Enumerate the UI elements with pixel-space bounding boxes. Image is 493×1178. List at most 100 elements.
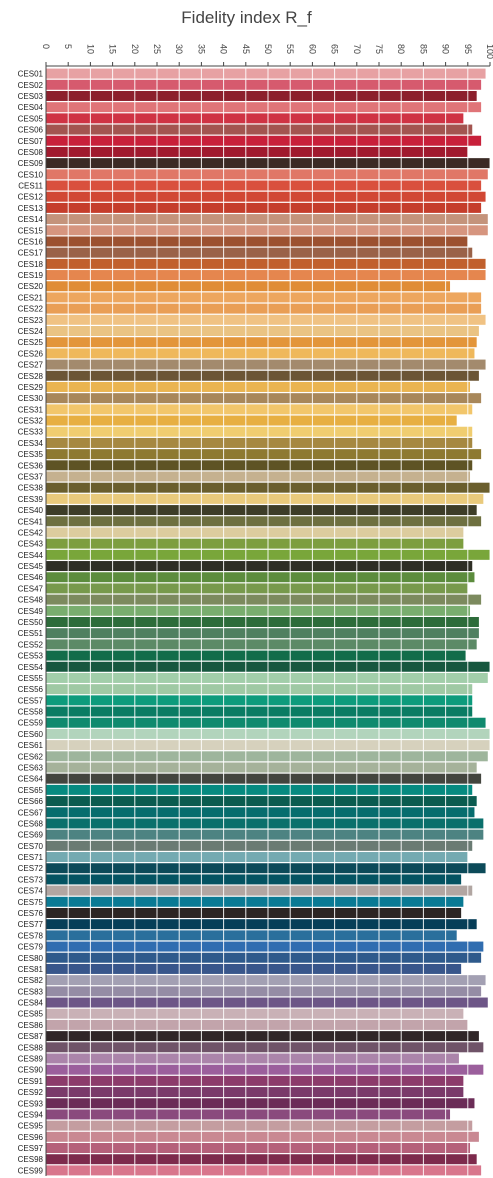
category-label: CES51 [18, 629, 44, 638]
category-label: CES59 [18, 719, 44, 728]
bar-ces75 [46, 896, 464, 907]
x-tick-label: 40 [219, 44, 229, 54]
category-label: CES69 [18, 831, 44, 840]
bar-ces47 [46, 583, 468, 594]
bar-ces23 [46, 314, 486, 325]
bar-ces96 [46, 1131, 479, 1142]
category-label: CES58 [18, 708, 44, 717]
category-label: CES15 [18, 226, 44, 235]
bar-ces98 [46, 1154, 477, 1165]
x-tick-label: 95 [463, 44, 473, 54]
category-label: CES45 [18, 562, 44, 571]
category-label: CES50 [18, 618, 44, 627]
bar-ces77 [46, 919, 477, 930]
bar-ces13 [46, 202, 482, 213]
bar-ces81 [46, 963, 462, 974]
category-label: CES12 [18, 193, 44, 202]
category-label: CES37 [18, 473, 44, 482]
category-label: CES83 [18, 987, 44, 996]
bar-ces69 [46, 829, 484, 840]
bar-ces79 [46, 941, 484, 952]
category-label: CES67 [18, 808, 44, 817]
bar-ces45 [46, 561, 473, 572]
bar-ces78 [46, 930, 457, 941]
category-label: CES16 [18, 237, 44, 246]
bar-ces46 [46, 572, 475, 583]
x-axis-ticks: 0 5 10 15 20 25 30 35 40 45 50 55 60 65 70 75 80 85 90 95 10… [41, 44, 493, 1176]
category-label: CES02 [18, 81, 44, 90]
category-label: CES40 [18, 506, 44, 515]
category-label: CES03 [18, 92, 44, 101]
bar-ces15 [46, 225, 488, 236]
bar-ces43 [46, 538, 464, 549]
bar-ces29 [46, 381, 471, 392]
category-label: CES89 [18, 1054, 44, 1063]
category-label: CES92 [18, 1088, 44, 1097]
bar-ces58 [46, 706, 473, 717]
bar-ces37 [46, 471, 471, 482]
bar-ces50 [46, 617, 479, 627]
category-label: CES55 [18, 674, 44, 683]
category-label: CES77 [18, 920, 44, 929]
category-label: CES18 [18, 260, 44, 269]
x-tick-label: 0 [41, 44, 51, 49]
x-tick-label: 35 [196, 44, 206, 54]
category-labels: CES01 CES02 CES03 CES04 CES05 CES06 CES07 CES08… [18, 70, 44, 1176]
bar-ces11 [46, 180, 482, 191]
x-tick-label: 30 [174, 44, 184, 54]
category-label: CES65 [18, 786, 44, 795]
bar-ces71 [46, 852, 468, 863]
x-tick-label: 20 [130, 44, 140, 54]
bar-ces87 [46, 1031, 479, 1042]
category-label: CES56 [18, 685, 44, 694]
category-label: CES09 [18, 159, 44, 168]
category-label: CES93 [18, 1099, 44, 1108]
category-label: CES31 [18, 405, 44, 414]
bar-ces31 [46, 404, 473, 415]
category-label: CES66 [18, 797, 44, 806]
bar-ces36 [46, 460, 473, 471]
category-label: CES25 [18, 338, 44, 347]
category-label: CES86 [18, 1021, 44, 1030]
category-label: CES80 [18, 954, 44, 963]
category-label: CES79 [18, 943, 44, 952]
bar-ces85 [46, 1008, 464, 1019]
category-label: CES04 [18, 103, 44, 112]
category-label: CES07 [18, 137, 44, 146]
category-label: CES75 [18, 898, 44, 907]
category-label: CES60 [18, 730, 44, 739]
chart-title: Fidelity index R_f [181, 8, 312, 27]
bar-ces39 [46, 493, 484, 504]
category-label: CES99 [18, 1166, 44, 1175]
x-tick-label: 50 [263, 44, 273, 54]
x-tick-label: 65 [330, 44, 340, 54]
bar-ces20 [46, 281, 451, 292]
category-label: CES11 [18, 182, 43, 191]
bar-ces93 [46, 1098, 475, 1109]
bar-ces49 [46, 605, 471, 616]
bar-ces17 [46, 247, 473, 258]
category-label: CES73 [18, 875, 44, 884]
category-label: CES41 [18, 517, 44, 526]
category-label: CES46 [18, 573, 44, 582]
bar-ces52 [46, 639, 477, 650]
bar-ces30 [46, 393, 482, 404]
category-label: CES98 [18, 1155, 44, 1164]
bar-ces67 [46, 807, 475, 818]
category-label: CES32 [18, 417, 44, 426]
bar-ces97 [46, 1143, 471, 1154]
category-label: CES28 [18, 372, 44, 381]
bar-ces64 [46, 773, 482, 784]
category-label: CES27 [18, 361, 44, 370]
category-label: CES72 [18, 864, 44, 873]
x-tick-label: 55 [285, 44, 295, 54]
category-label: CES63 [18, 763, 44, 772]
bar-ces51 [46, 628, 479, 639]
bar-ces02 [46, 79, 482, 90]
category-label: CES70 [18, 842, 44, 851]
bar-ces80 [46, 952, 482, 963]
bar-ces92 [46, 1087, 464, 1098]
bar-ces07 [46, 135, 482, 146]
x-tick-label: 75 [374, 44, 384, 54]
category-label: CES52 [18, 640, 44, 649]
